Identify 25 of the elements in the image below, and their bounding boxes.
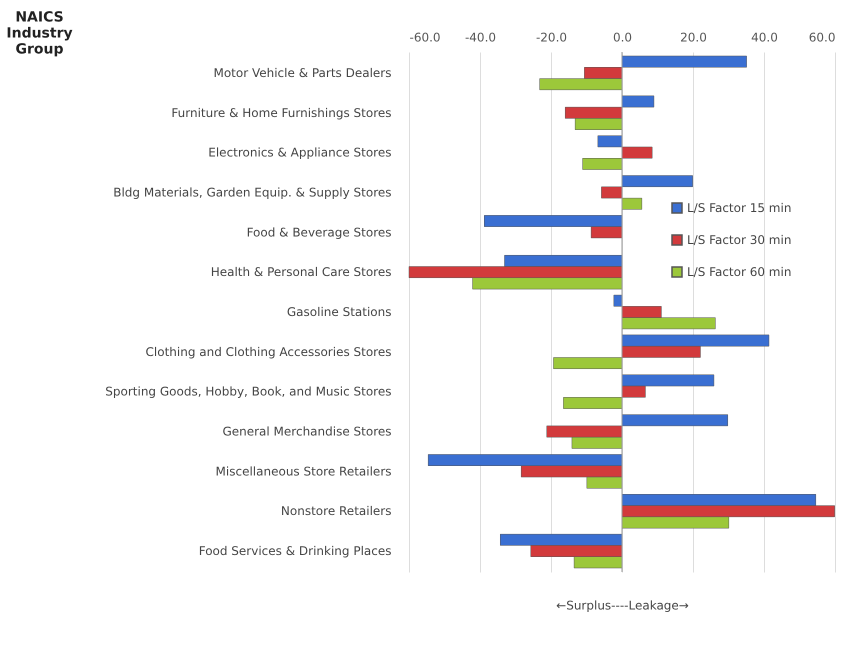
y-tick-label: Sporting Goods, Hobby, Book, and Music Stores xyxy=(105,384,392,399)
y-tick-label: Health & Personal Care Stores xyxy=(210,265,392,280)
y-tick-label: Furniture & Home Furnishings Stores xyxy=(171,106,392,120)
y-tick-label: Electronics & Appliance Stores xyxy=(208,146,392,160)
y-tick-label: Clothing and Clothing Accessories Stores xyxy=(146,344,392,359)
legend-label: L/S Factor 30 min xyxy=(687,233,792,247)
x-tick-label: 0.0 xyxy=(612,30,632,44)
y-tick-label: Gasoline Stations xyxy=(286,305,392,319)
legend-label: L/S Factor 15 min xyxy=(687,201,792,215)
x-tick-label: 60.0 xyxy=(808,30,836,44)
y-tick-label: Food Services & Drinking Places xyxy=(198,544,392,558)
x-tick-label: -60.0 xyxy=(410,30,441,44)
legend-label: L/S Factor 60 min xyxy=(687,265,792,279)
x-axis-title: ←Surplus----Leakage→ xyxy=(556,598,689,612)
y-tick-label: Food & Beverage Stores xyxy=(246,225,392,240)
x-tick-label: 20.0 xyxy=(680,30,707,44)
y-axis-title: NAICS Industry Group xyxy=(6,10,73,58)
x-tick-label: 40.0 xyxy=(751,30,778,44)
y-tick-label: Nonstore Retailers xyxy=(280,504,392,518)
y-tick-label: General Merchandise Stores xyxy=(222,424,392,439)
x-tick-label: -20.0 xyxy=(536,30,568,44)
y-tick-label: Miscellaneous Store Retailers xyxy=(216,464,392,478)
y-tick-label: Motor Vehicle & Parts Dealers xyxy=(213,66,392,80)
y-tick-label: Bldg Materials, Garden Equip. & Supply Stores xyxy=(113,185,392,200)
x-tick-label: -40.0 xyxy=(464,30,496,44)
